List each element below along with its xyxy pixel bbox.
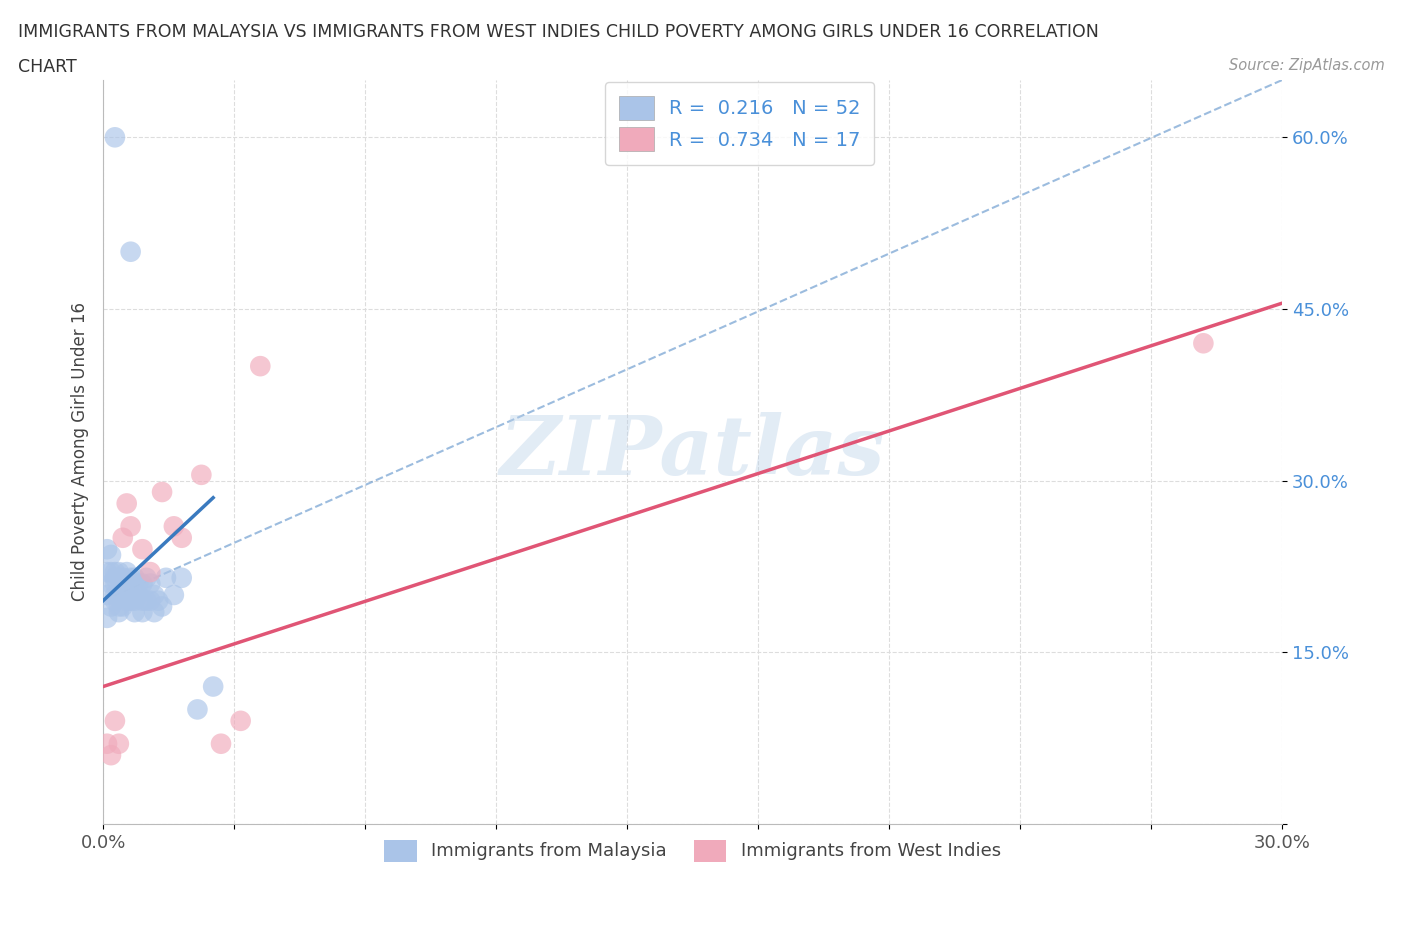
Point — [146, 593, 169, 608]
Point — [96, 610, 118, 625]
Point — [120, 588, 142, 603]
Point — [120, 245, 142, 259]
Point — [163, 519, 186, 534]
Point — [96, 565, 118, 579]
Point — [170, 570, 193, 585]
Point — [131, 542, 153, 557]
Point — [108, 570, 131, 585]
Point — [115, 582, 138, 597]
Point — [104, 130, 127, 145]
Point — [120, 570, 142, 585]
Point — [111, 530, 134, 545]
Point — [120, 519, 142, 534]
Point — [96, 737, 118, 751]
Point — [104, 588, 127, 603]
Text: CHART: CHART — [18, 58, 77, 75]
Point — [150, 485, 173, 499]
Point — [131, 576, 153, 591]
Point — [104, 713, 127, 728]
Point — [190, 468, 212, 483]
Point — [135, 570, 157, 585]
Point — [139, 593, 162, 608]
Point — [104, 593, 127, 608]
Text: IMMIGRANTS FROM MALAYSIA VS IMMIGRANTS FROM WEST INDIES CHILD POVERTY AMONG GIRL: IMMIGRANTS FROM MALAYSIA VS IMMIGRANTS F… — [18, 23, 1099, 41]
Point — [100, 576, 122, 591]
Point — [100, 599, 122, 614]
Point — [124, 593, 146, 608]
Y-axis label: Child Poverty Among Girls Under 16: Child Poverty Among Girls Under 16 — [72, 302, 89, 602]
Point — [108, 565, 131, 579]
Point — [186, 702, 208, 717]
Point — [124, 570, 146, 585]
Point — [104, 565, 127, 579]
Point — [128, 588, 150, 603]
Point — [150, 599, 173, 614]
Point — [229, 713, 252, 728]
Point — [115, 565, 138, 579]
Text: Source: ZipAtlas.com: Source: ZipAtlas.com — [1229, 58, 1385, 73]
Point — [135, 593, 157, 608]
Point — [108, 737, 131, 751]
Legend: Immigrants from Malaysia, Immigrants from West Indies: Immigrants from Malaysia, Immigrants fro… — [375, 830, 1010, 870]
Point — [139, 576, 162, 591]
Point — [163, 588, 186, 603]
Point — [96, 542, 118, 557]
Point — [111, 588, 134, 603]
Point — [143, 604, 166, 619]
Point — [111, 582, 134, 597]
Text: ZIPatlas: ZIPatlas — [499, 412, 886, 492]
Point — [131, 604, 153, 619]
Point — [139, 565, 162, 579]
Point — [104, 576, 127, 591]
Point — [202, 679, 225, 694]
Point — [143, 588, 166, 603]
Point — [115, 593, 138, 608]
Point — [111, 570, 134, 585]
Point — [249, 359, 271, 374]
Point — [100, 565, 122, 579]
Point — [155, 570, 177, 585]
Point — [108, 599, 131, 614]
Point — [120, 593, 142, 608]
Point — [104, 570, 127, 585]
Point — [124, 582, 146, 597]
Point — [96, 588, 118, 603]
Point — [128, 576, 150, 591]
Point — [124, 604, 146, 619]
Point — [1192, 336, 1215, 351]
Point — [100, 548, 122, 563]
Point — [131, 593, 153, 608]
Point — [100, 748, 122, 763]
Point — [115, 496, 138, 511]
Point — [209, 737, 232, 751]
Point — [111, 599, 134, 614]
Point — [108, 588, 131, 603]
Point — [170, 530, 193, 545]
Point — [108, 604, 131, 619]
